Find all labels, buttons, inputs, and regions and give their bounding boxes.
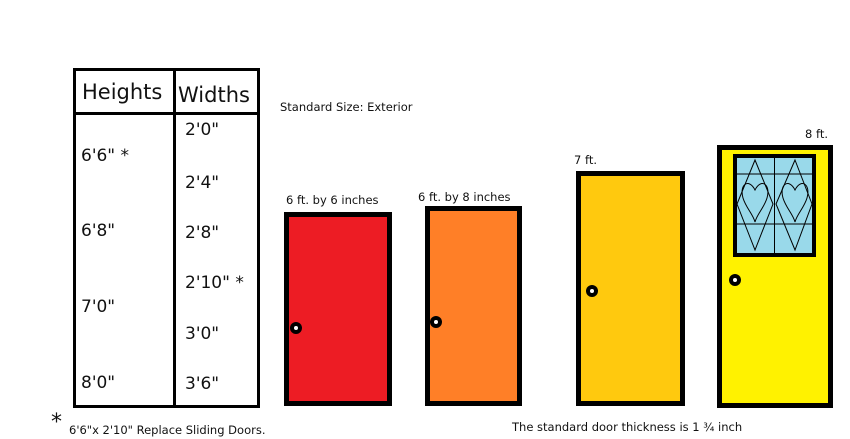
width-value: 2'0": [185, 120, 220, 140]
subtitle: Standard Size: Exterior: [280, 100, 413, 114]
width-value: 2'4": [185, 173, 220, 193]
header-divider: [76, 112, 257, 115]
door-label: 6 ft. by 8 inches: [418, 190, 511, 204]
door-label: 8 ft.: [805, 127, 828, 141]
door-knob-icon: [290, 322, 302, 334]
heart-window-icon: [733, 154, 816, 257]
door-label: 7 ft.: [574, 153, 597, 167]
footnote-asterisk: *: [51, 410, 62, 435]
heights-header: Heights: [82, 80, 163, 104]
door-knob-icon: [586, 285, 598, 297]
footnote-text: 6'6"x 2'10" Replace Sliding Doors.: [69, 423, 266, 437]
red-door: [284, 212, 392, 406]
height-value: 6'6" *: [81, 146, 130, 166]
width-value: 3'0": [185, 324, 220, 344]
orange-door: [425, 206, 522, 406]
column-divider: [173, 71, 176, 405]
height-value: 8'0": [81, 373, 116, 393]
size-table: [73, 68, 260, 408]
width-value: 3'6": [185, 374, 220, 394]
thickness-note: The standard door thickness is 1 ¾ inch: [512, 420, 743, 434]
door-label: 6 ft. by 6 inches: [286, 193, 379, 207]
width-value: 2'10" *: [185, 273, 244, 293]
height-value: 6'8": [81, 221, 116, 241]
width-value: 2'8": [185, 223, 220, 243]
door-knob-icon: [430, 316, 442, 328]
widths-header: Widths: [178, 83, 250, 107]
height-value: 7'0": [81, 297, 116, 317]
door-knob-icon: [729, 274, 741, 286]
